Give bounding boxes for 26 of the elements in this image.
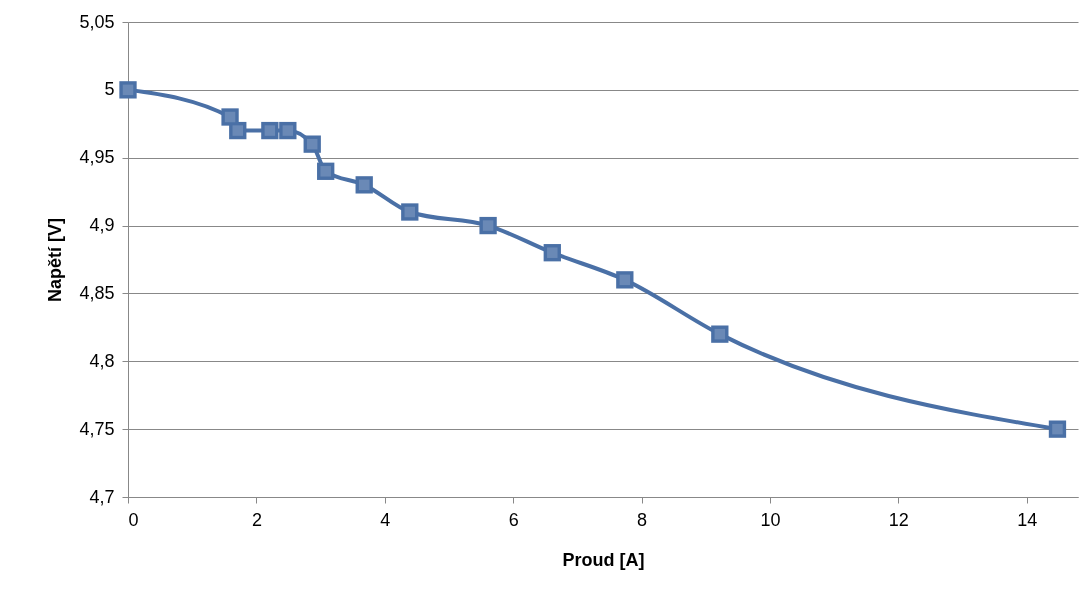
y-tick-label: 4,8 — [89, 350, 115, 371]
y-tick-label: 4,75 — [79, 418, 115, 439]
point — [479, 216, 497, 235]
x-tick-label: 2 — [251, 509, 262, 530]
y-axis-title: Napětí [V] — [45, 217, 66, 303]
y-tick-label: 4,85 — [79, 282, 115, 303]
x-tick-label: 8 — [637, 509, 648, 530]
x-tick-label: 12 — [888, 509, 909, 530]
point — [317, 162, 335, 180]
x-tick-label: 10 — [760, 509, 781, 530]
x-tick-label: 0 — [128, 509, 139, 530]
x-tick-label: 6 — [508, 509, 519, 530]
y-tick-label: 4,95 — [79, 147, 115, 168]
y-tick-label: 4,7 — [89, 486, 115, 507]
y-tick-label: 5 — [104, 79, 115, 100]
point — [1048, 420, 1067, 438]
x-tick-label: 14 — [1017, 509, 1038, 530]
point — [303, 135, 321, 153]
x-axis-title: Proud [A] — [562, 549, 645, 570]
point — [543, 244, 561, 262]
point — [261, 121, 279, 140]
point — [279, 121, 297, 140]
point — [229, 121, 247, 140]
y-tick-label: 5,05 — [79, 11, 115, 32]
y-tick-label: 4,9 — [89, 215, 115, 236]
x-tick-label: 4 — [380, 509, 391, 530]
